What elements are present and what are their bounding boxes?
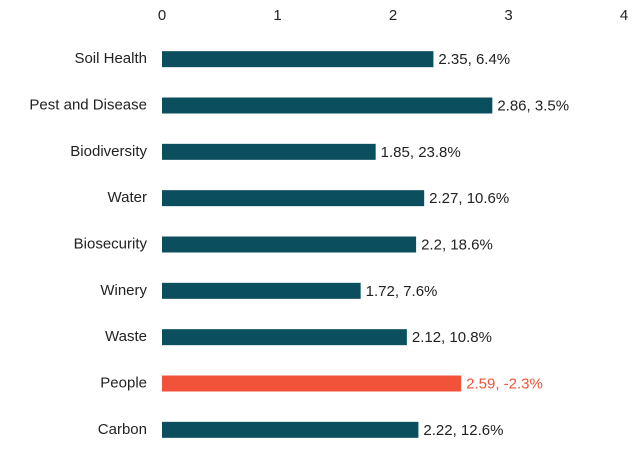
bar bbox=[162, 143, 376, 160]
data-label: 2.86, 3.5% bbox=[497, 97, 569, 114]
data-label: 2.59, -2.3% bbox=[466, 375, 543, 392]
bar bbox=[162, 190, 425, 207]
data-label: 1.85, 23.8% bbox=[381, 144, 461, 161]
data-label: 1.72, 7.6% bbox=[366, 283, 438, 300]
data-label: 2.22, 12.6% bbox=[423, 422, 503, 439]
y-tick-label: Winery bbox=[100, 282, 147, 299]
x-tick-label: 4 bbox=[620, 7, 628, 24]
bar bbox=[162, 282, 361, 299]
bar bbox=[162, 51, 434, 68]
bar bbox=[162, 421, 419, 438]
x-tick-label: 3 bbox=[504, 7, 512, 24]
y-tick-label: Biosecurity bbox=[74, 235, 148, 252]
data-label: 2.2, 18.6% bbox=[421, 236, 493, 253]
y-tick-label: Biodiversity bbox=[70, 143, 147, 160]
y-tick-label: Pest and Disease bbox=[29, 96, 147, 113]
bar bbox=[162, 97, 493, 114]
x-tick-label: 0 bbox=[158, 7, 166, 24]
data-label: 2.12, 10.8% bbox=[412, 329, 492, 346]
y-tick-label: Waste bbox=[105, 328, 147, 345]
y-tick-label: Water bbox=[108, 189, 147, 206]
bar bbox=[162, 375, 462, 392]
bar bbox=[162, 236, 417, 253]
bar bbox=[162, 329, 407, 346]
x-tick-label: 1 bbox=[273, 7, 281, 24]
x-tick-label: 2 bbox=[389, 7, 397, 24]
y-tick-label: Soil Health bbox=[74, 50, 147, 67]
y-tick-label: People bbox=[100, 374, 147, 391]
data-label: 2.27, 10.6% bbox=[429, 190, 509, 207]
data-label: 2.35, 6.4% bbox=[438, 51, 510, 68]
y-tick-label: Carbon bbox=[98, 421, 147, 438]
